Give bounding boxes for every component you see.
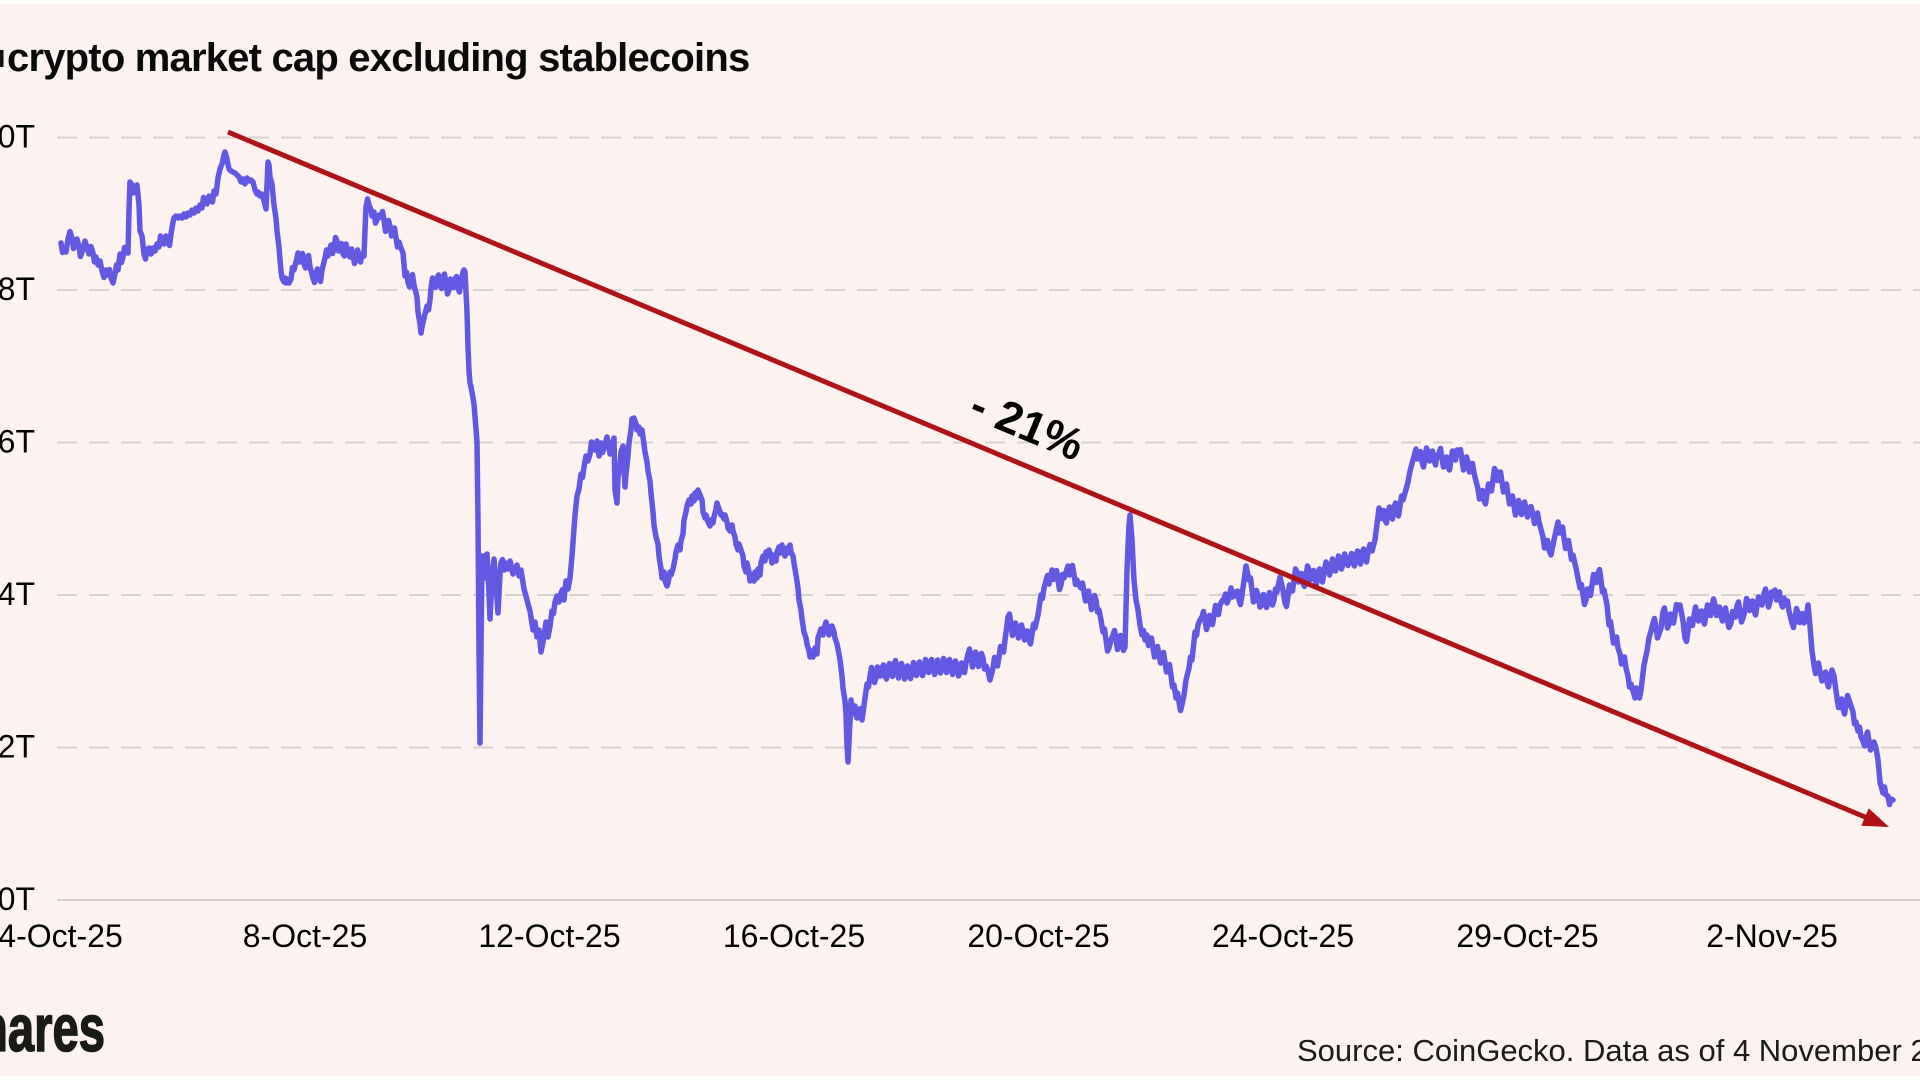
svg-text:20-Oct-25: 20-Oct-25 bbox=[967, 918, 1109, 954]
svg-text:4-Oct-25: 4-Oct-25 bbox=[0, 918, 123, 954]
svg-text:2T: 2T bbox=[0, 729, 35, 765]
svg-text:10T: 10T bbox=[0, 119, 35, 155]
svg-text:0T: 0T bbox=[0, 881, 35, 917]
svg-text:8T: 8T bbox=[0, 271, 35, 307]
svg-text:6T: 6T bbox=[0, 424, 35, 460]
svg-text:hares: hares bbox=[0, 991, 105, 1065]
svg-text:2-Nov-25: 2-Nov-25 bbox=[1706, 918, 1838, 954]
svg-text:29-Oct-25: 29-Oct-25 bbox=[1456, 918, 1598, 954]
svg-text:crypto market cap excluding st: crypto market cap excluding stablecoins bbox=[7, 36, 749, 80]
svg-text:24-Oct-25: 24-Oct-25 bbox=[1212, 918, 1354, 954]
svg-text:8-Oct-25: 8-Oct-25 bbox=[243, 918, 367, 954]
svg-text:4T: 4T bbox=[0, 576, 35, 612]
svg-text:16-Oct-25: 16-Oct-25 bbox=[723, 918, 865, 954]
svg-text:12-Oct-25: 12-Oct-25 bbox=[478, 918, 620, 954]
svg-text:Source: CoinGecko. Data as of: Source: CoinGecko. Data as of 4 November… bbox=[1297, 1033, 1920, 1068]
